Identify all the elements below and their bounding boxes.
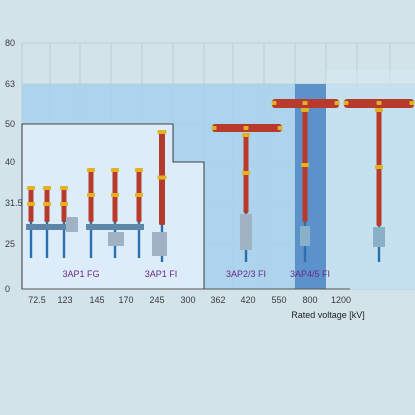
support-post (29, 222, 33, 258)
flange (87, 193, 95, 197)
y-tick-label: 0 (5, 284, 10, 294)
x-tick-label: 170 (118, 295, 133, 305)
flange (60, 202, 68, 206)
series-label: 3AP1 FG (62, 269, 99, 279)
flange (302, 101, 308, 105)
flange (60, 186, 68, 190)
flange (111, 168, 119, 172)
x-tick-label: 300 (180, 295, 195, 305)
x-tick-label: 1200 (331, 295, 351, 305)
flange (43, 186, 51, 190)
flange (87, 168, 95, 172)
flange (211, 126, 217, 130)
series-label: 3AP2/3 FI (226, 269, 266, 279)
support-post (137, 222, 141, 258)
operating-mechanism (373, 227, 385, 247)
y-tick-label: 40 (5, 157, 15, 167)
x-axis-title: Rated voltage [kV] (291, 310, 365, 320)
flange (135, 168, 143, 172)
operating-mechanism (108, 232, 124, 246)
support-post (62, 222, 66, 258)
x-tick-label: 550 (271, 295, 286, 305)
y-tick-label: 63 (5, 79, 15, 89)
operating-mechanism (240, 214, 252, 250)
flange (271, 101, 277, 105)
x-tick-label: 145 (89, 295, 104, 305)
flange (135, 193, 143, 197)
flange (301, 163, 309, 167)
flange (27, 202, 35, 206)
support-post (45, 222, 49, 258)
flange (334, 101, 340, 105)
x-tick-labels: 72.5 123 145 170 245 300 362 420 550 800 1200 (28, 295, 351, 305)
flange (43, 202, 51, 206)
region-3ap4-5-fi (295, 84, 326, 289)
x-tick-label: 362 (210, 295, 225, 305)
y-tick-label: 25 (5, 239, 15, 249)
series-labels: 3AP1 FG 3AP1 FI 3AP2/3 FI 3AP4/5 FI (62, 269, 330, 279)
x-tick-label: 123 (57, 295, 72, 305)
flange (409, 101, 415, 105)
series-label: 3AP4/5 FI (290, 269, 330, 279)
crossbeam (86, 224, 144, 230)
flange (111, 193, 119, 197)
flange (343, 101, 349, 105)
operating-mechanism (152, 232, 167, 256)
flange (277, 126, 283, 130)
flange (157, 130, 167, 134)
x-tick-label: 420 (240, 295, 255, 305)
x-tick-label: 245 (149, 295, 164, 305)
y-tick-label: 80 (5, 38, 15, 48)
flange (242, 133, 250, 137)
flange (242, 171, 250, 175)
series-label: 3AP1 FI (145, 269, 178, 279)
y-tick-label: 50 (5, 119, 15, 129)
y-tick-labels: 80 63 50 40 31.5 25 0 (5, 38, 23, 294)
x-tick-label: 800 (302, 295, 317, 305)
breaker-illustrations (26, 99, 415, 262)
y-tick-label: 31.5 (5, 198, 23, 208)
flange (243, 126, 249, 130)
operating-mechanism (300, 226, 310, 246)
x-tick-label: 72.5 (28, 295, 46, 305)
support-post (89, 222, 93, 258)
flange (157, 175, 167, 180)
flange (376, 101, 382, 105)
crossbeam (26, 224, 72, 230)
flange (27, 186, 35, 190)
operating-mechanism (66, 217, 78, 232)
flange (375, 165, 383, 169)
flange (375, 108, 383, 112)
flange (301, 108, 309, 112)
